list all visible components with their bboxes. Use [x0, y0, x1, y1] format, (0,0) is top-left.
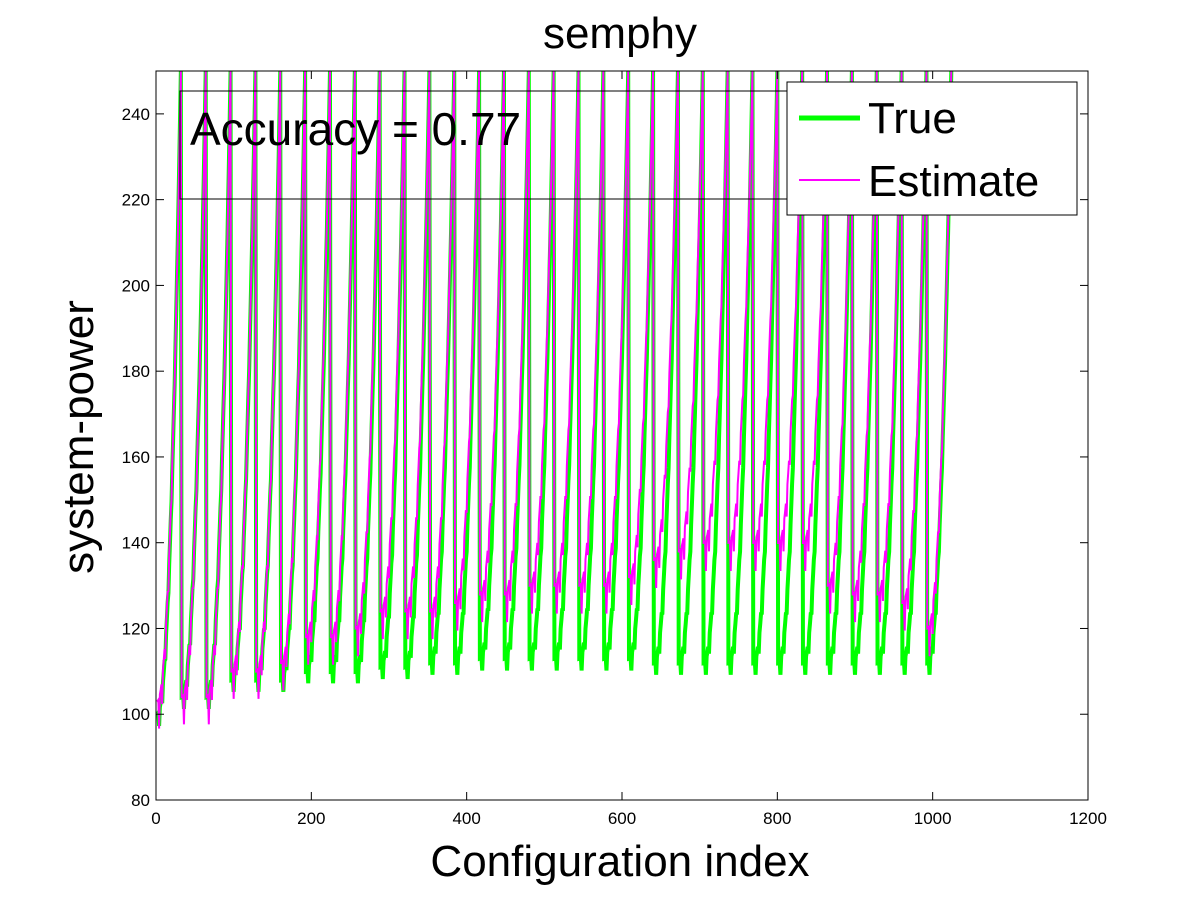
y-tick-label: 220 [122, 191, 150, 210]
y-tick-label: 160 [122, 448, 150, 467]
series-estimate-line [156, 71, 953, 729]
legend-label-estimate: Estimate [868, 157, 1039, 206]
x-tick-label: 600 [608, 809, 636, 828]
legend-label-true: True [868, 94, 957, 143]
x-tick-label: 1000 [914, 809, 952, 828]
legend: True Estimate [786, 81, 1078, 216]
y-tick-label: 140 [122, 534, 150, 553]
x-tick-label: 0 [151, 809, 160, 828]
ticks-layer: 0 200 400 600 800 1000 1200 80 100 120 140 160 180 20… [122, 71, 1107, 828]
y-tick-label: 240 [122, 105, 150, 124]
y-tick-label: 120 [122, 619, 150, 638]
y-tick-label: 180 [122, 362, 150, 381]
chart-title: semphy [543, 9, 697, 58]
y-tick-label: 100 [122, 705, 150, 724]
x-tick-label: 1200 [1069, 809, 1107, 828]
x-axis-label: Configuration index [430, 837, 809, 886]
accuracy-annotation: Accuracy = 0.77 [190, 103, 521, 155]
legend-box [786, 81, 1078, 216]
x-tick-label: 800 [763, 809, 791, 828]
x-tick-label: 200 [297, 809, 325, 828]
y-axis-label: system-power [54, 300, 103, 574]
x-tick-label: 400 [452, 809, 480, 828]
y-tick-label: 80 [131, 791, 150, 810]
series-layer [156, 71, 954, 729]
y-tick-label: 200 [122, 276, 150, 295]
